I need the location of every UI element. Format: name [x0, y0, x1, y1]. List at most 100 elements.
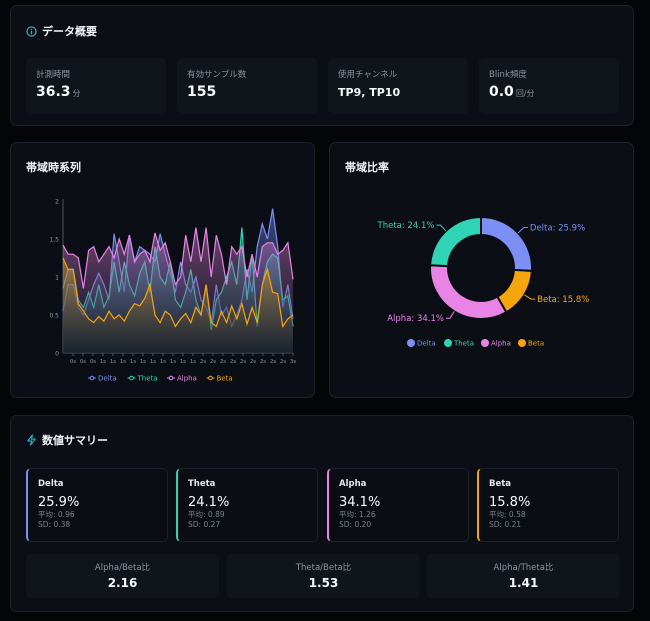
- x-tick-label: 1s: [160, 359, 166, 365]
- x-tick-label: 1s: [110, 359, 116, 365]
- donut-label-line: [445, 311, 455, 319]
- donut-slice-delta: [480, 215, 533, 273]
- legend-dot-alpha: [481, 339, 489, 347]
- donut-label: Theta: 24.1%: [377, 221, 435, 231]
- band-card-delta: Delta 25.9% 平均: 0.96 SD: 0.38: [26, 468, 168, 542]
- x-tick-label: 1s: [180, 359, 186, 365]
- band-card-beta: Beta 15.8% 平均: 0.58 SD: 0.21: [477, 468, 619, 542]
- legend-marker-beta: [208, 375, 213, 381]
- legend-dot-theta: [444, 339, 452, 347]
- x-tick-label: 1s: [150, 359, 156, 365]
- x-tick-label: 2s: [200, 359, 206, 365]
- legend-label: Beta: [217, 375, 233, 383]
- band-percent: 34.1%: [339, 495, 381, 510]
- legend-label: Theta: [137, 375, 158, 383]
- x-tick-label: 2s: [270, 359, 276, 365]
- stat-value: TP9, TP10: [338, 86, 401, 99]
- legend-dot-beta: [518, 339, 526, 347]
- legend-label: Alpha: [491, 340, 511, 348]
- ratio-value: 1.53: [308, 576, 339, 590]
- donut-label: Beta: 15.8%: [537, 295, 589, 305]
- x-tick-label: 2s: [220, 359, 226, 365]
- ratio-value: 2.16: [107, 576, 138, 590]
- donut-label-line: [524, 294, 536, 300]
- legend-label: Delta: [98, 375, 117, 383]
- legend-label: Beta: [528, 340, 544, 348]
- stat-channels: 使用チャンネル TP9, TP10: [328, 58, 468, 114]
- legend-marker-theta: [129, 375, 134, 381]
- x-tick-label: 1s: [190, 359, 196, 365]
- band-percent: 25.9%: [38, 495, 80, 510]
- summary-title-text: 数値サマリー: [42, 434, 108, 447]
- ratio-donut-chart: Delta: 25.9% Beta: 15.8% Alpha: 34.1% Theta…: [377, 215, 589, 348]
- x-tick-label: 1s: [140, 359, 146, 365]
- stat-duration: 計測時間 36.3 分: [26, 58, 166, 114]
- band-card-theta: Theta 24.1% 平均: 0.89 SD: 0.27: [176, 468, 318, 542]
- summary-panel: 数値サマリー Delta 25.9% 平均: 0.96 SD: 0.38 Theta 2…: [10, 415, 634, 612]
- overview-panel: データ概要 計測時間 36.3 分 有効サンプル数 155 使用チャンネル TP9, T…: [10, 5, 634, 126]
- ratio-panel: 帯域比率: [329, 142, 634, 398]
- band-name: Delta: [38, 479, 64, 489]
- x-tick-label: 2s: [240, 359, 246, 365]
- band-card-alpha: Alpha 34.1% 平均: 1.26 SD: 0.20: [327, 468, 469, 542]
- donut-label-line: [517, 227, 528, 234]
- ratio-title: 帯域比率: [345, 161, 389, 174]
- band-percent: 15.8%: [489, 495, 531, 510]
- legend-label: Alpha: [177, 375, 197, 383]
- ratio-label: Alpha/Theta比: [493, 563, 554, 573]
- ratio-label: Alpha/Beta比: [94, 563, 151, 573]
- x-tick-label: 1s: [100, 359, 106, 365]
- series-area-beta: [63, 258, 293, 353]
- legend-label: Delta: [417, 340, 436, 348]
- band-sd: SD: 0.21: [489, 520, 522, 529]
- ratio-theta-beta: Theta/Beta比 1.53: [227, 554, 420, 598]
- band-name: Beta: [489, 479, 512, 489]
- legend-marker-alpha: [168, 375, 174, 381]
- info-icon: [26, 25, 37, 37]
- timeseries-title: 帯域時系列: [26, 161, 81, 174]
- x-tick-label: 0s: [90, 359, 96, 365]
- series-line-alpha: [62, 227, 294, 289]
- ratio-label: Theta/Beta比: [295, 563, 352, 573]
- y-tick-label: 0.5: [49, 313, 59, 320]
- band-sd: SD: 0.20: [339, 520, 372, 529]
- donut-label-line: [436, 224, 447, 232]
- legend-marker-delta: [89, 375, 95, 381]
- x-tick-label: 2s: [210, 359, 216, 365]
- stat-label: 有効サンプル数: [187, 70, 247, 80]
- summary-title: 数値サマリー: [26, 432, 108, 448]
- x-tick-label: 0s: [80, 359, 86, 365]
- ratio-alpha-beta: Alpha/Beta比 2.16: [26, 554, 219, 598]
- x-tick-label: 1s: [120, 359, 126, 365]
- x-tick-label: 1s: [130, 359, 136, 365]
- legend-label: Theta: [453, 340, 474, 348]
- ratio-value: 1.41: [508, 576, 539, 590]
- band-name: Theta: [188, 479, 216, 489]
- stat-samples: 有効サンプル数 155: [177, 58, 317, 114]
- stat-unit: 分: [72, 89, 81, 98]
- x-tick-label: 3s: [290, 359, 296, 365]
- band-mean: 平均: 0.58: [489, 510, 526, 519]
- timeseries-chart: 0 0.5 1 1.5 2 0s 0s 0s 1s 1s 1s 1s 1s 1s 1s 1s 1s 1s 2s 2s 2…: [49, 199, 296, 383]
- stat-blink: Blink頻度 0.0 回/分: [479, 58, 619, 114]
- band-name: Alpha: [339, 479, 367, 489]
- stat-value: 155: [187, 84, 217, 100]
- donut-slice-alpha: [429, 264, 508, 320]
- stat-value: 0.0: [489, 84, 514, 100]
- stat-label: 計測時間: [36, 70, 71, 80]
- stat-label: Blink頻度: [489, 70, 527, 80]
- band-percent: 24.1%: [188, 495, 230, 510]
- ratio-alpha-theta: Alpha/Theta比 1.41: [427, 554, 620, 598]
- donut-slice-theta: [429, 215, 482, 268]
- x-tick-label: 2s: [230, 359, 236, 365]
- donut-label: Delta: 25.9%: [530, 224, 585, 234]
- stat-label: 使用チャンネル: [338, 70, 398, 80]
- donut-label: Alpha: 34.1%: [387, 314, 444, 324]
- y-tick-label: 1.5: [49, 237, 59, 244]
- y-tick-label: 1: [55, 275, 59, 282]
- overview-title: データ概要: [26, 23, 97, 39]
- legend-dot-delta: [407, 339, 415, 347]
- band-mean: 平均: 0.89: [188, 510, 225, 519]
- y-tick-label: 0: [55, 351, 59, 358]
- lightning-icon: [27, 434, 36, 446]
